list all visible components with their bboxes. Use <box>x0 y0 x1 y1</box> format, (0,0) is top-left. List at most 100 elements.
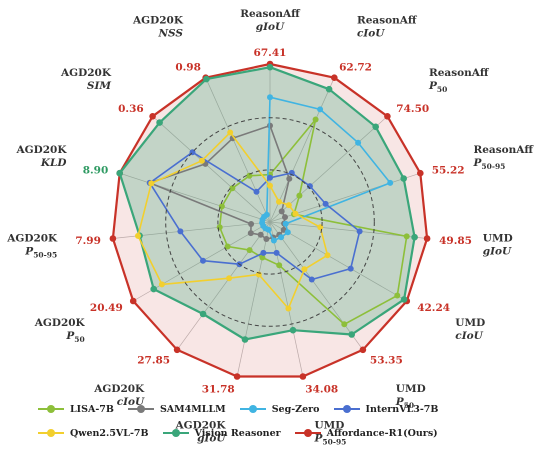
axis-max-label: 42.24 <box>417 302 450 314</box>
data-point-sam4mllm <box>278 208 285 215</box>
axis-label: ReasonAff gIoU <box>240 8 301 33</box>
data-point-affordance-r1-ours- <box>423 235 431 242</box>
grid-spoke <box>205 77 271 223</box>
data-point-vision-reasoner <box>116 169 123 177</box>
axis-max-label: 7.99 <box>75 235 101 247</box>
data-point-internvl3-7b <box>273 249 280 256</box>
legend-row: Qwen2.5VL-7B Vision Reasoner Affordance-R1… <box>38 424 518 442</box>
axis-label: ReasonAff cIoU <box>357 15 418 40</box>
legend-item: LISA-7B <box>38 404 114 415</box>
data-point-affordance-r1-ours- <box>149 113 156 120</box>
legend-item: Seg-Zero <box>239 403 320 415</box>
data-point-seg-zero <box>282 220 289 227</box>
data-point-qwen2-5vl-7b <box>301 266 308 273</box>
grid-spoke <box>269 77 335 223</box>
data-point-lisa-7b <box>218 203 225 210</box>
legend-label: Vision Reasoner <box>194 427 281 439</box>
axis-label: UMD gIoU <box>483 232 513 257</box>
data-point-qwen2-5vl-7b <box>226 275 233 282</box>
axis-label: UMD cIoU <box>455 317 485 342</box>
data-point-seg-zero <box>278 234 285 241</box>
legend-swatch <box>294 428 321 438</box>
series-line-sam4mllm <box>149 124 291 240</box>
axis-label: AGD20K KLD <box>16 144 68 169</box>
data-point-affordance-r1-ours- <box>331 74 338 81</box>
data-point-lisa-7b <box>341 321 348 328</box>
data-point-qwen2-5vl-7b <box>148 180 155 187</box>
axis-max-label: 74.50 <box>396 103 429 115</box>
data-point-sam4mllm <box>248 221 255 227</box>
data-point-sam4mllm <box>282 214 288 221</box>
grid-spoke <box>236 221 271 377</box>
data-point-seg-zero <box>317 106 324 113</box>
data-point-sam4mllm <box>286 175 293 182</box>
grid-spoke <box>119 172 271 223</box>
data-point-seg-zero <box>270 237 277 244</box>
axis-max-label: 27.85 <box>137 355 170 367</box>
data-point-internvl3-7b <box>306 183 313 190</box>
data-point-vision-reasoner <box>203 75 210 83</box>
data-point-qwen2-5vl-7b <box>135 232 141 239</box>
data-point-qwen2-5vl-7b <box>267 182 273 189</box>
series-line-internvl3-7b <box>149 151 361 281</box>
data-point-lisa-7b <box>224 243 231 250</box>
data-point-qwen2-5vl-7b <box>285 305 292 312</box>
legend-row: LISA-7B SAM4MLLM Seg-Zero InternVL3-7B <box>38 400 518 418</box>
data-point-sam4mllm <box>257 231 264 238</box>
legend-swatch <box>239 404 266 414</box>
axis-max-label: 8.90 <box>83 165 109 177</box>
data-point-affordance-r1-ours- <box>299 373 307 380</box>
data-point-affordance-r1-ours- <box>417 169 424 177</box>
data-point-affordance-r1-ours- <box>233 373 241 380</box>
data-point-seg-zero <box>284 229 291 236</box>
data-point-internvl3-7b <box>260 249 267 256</box>
data-point-affordance-r1-ours- <box>129 297 137 305</box>
grid-spoke <box>176 221 271 351</box>
legend-label: Affordance-R1(Ours) <box>326 427 438 439</box>
data-point-sam4mllm <box>247 230 254 237</box>
data-point-vision-reasoner <box>199 310 207 318</box>
data-point-vision-reasoner <box>241 336 249 343</box>
data-point-qwen2-5vl-7b <box>324 252 331 259</box>
data-point-vision-reasoner <box>400 296 408 303</box>
data-point-affordance-r1-ours- <box>359 346 367 354</box>
data-point-seg-zero <box>263 211 270 218</box>
axis-max-label: 53.35 <box>370 355 403 367</box>
data-point-affordance-r1-ours- <box>384 113 391 120</box>
data-point-affordance-r1-ours- <box>173 346 181 354</box>
legend-label: SAM4MLLM <box>159 403 226 415</box>
axis-max-label: 31.78 <box>202 383 235 395</box>
data-point-vision-reasoner <box>150 285 157 293</box>
data-point-qwen2-5vl-7b <box>292 210 299 217</box>
axis-label: AGD20K P50-95 <box>6 232 58 259</box>
axis-max-label: 0.36 <box>118 103 144 115</box>
data-point-internvl3-7b <box>177 228 184 235</box>
legend-swatch <box>38 404 64 414</box>
data-point-internvl3-7b <box>322 200 329 207</box>
series-line-lisa-7b <box>218 118 408 326</box>
data-point-internvl3-7b <box>356 228 363 235</box>
axis-label: AGD20K NSS <box>132 15 184 40</box>
grid-spoke <box>269 221 304 377</box>
legend-item: Vision Reasoner <box>162 427 281 439</box>
data-point-lisa-7b <box>229 185 236 192</box>
legend-item: Qwen2.5VL-7B <box>38 428 149 439</box>
data-point-seg-zero <box>267 94 273 101</box>
legend: LISA-7B SAM4MLLM Seg-Zero InternVL3-7B Qwen2… <box>38 400 518 448</box>
data-point-vision-reasoner <box>411 233 418 241</box>
axis-label: AGD20K gIoU <box>175 419 227 444</box>
data-point-lisa-7b <box>403 233 410 240</box>
axis-max-label: 55.22 <box>432 165 465 177</box>
legend-label: Seg-Zero <box>271 403 320 415</box>
data-point-vision-reasoner <box>156 119 163 126</box>
axis-max-label: 20.49 <box>90 302 123 314</box>
axis-label: AGD20K cIoU <box>93 383 145 408</box>
data-point-qwen2-5vl-7b <box>285 202 292 209</box>
legend-swatch <box>333 404 360 414</box>
axis-max-label: 34.08 <box>305 383 338 395</box>
data-point-lisa-7b <box>216 224 223 231</box>
data-point-seg-zero <box>387 179 394 186</box>
series-line-qwen2-5vl-7b <box>137 131 329 310</box>
axis-label: ReasonAff P50-95 <box>473 144 535 171</box>
